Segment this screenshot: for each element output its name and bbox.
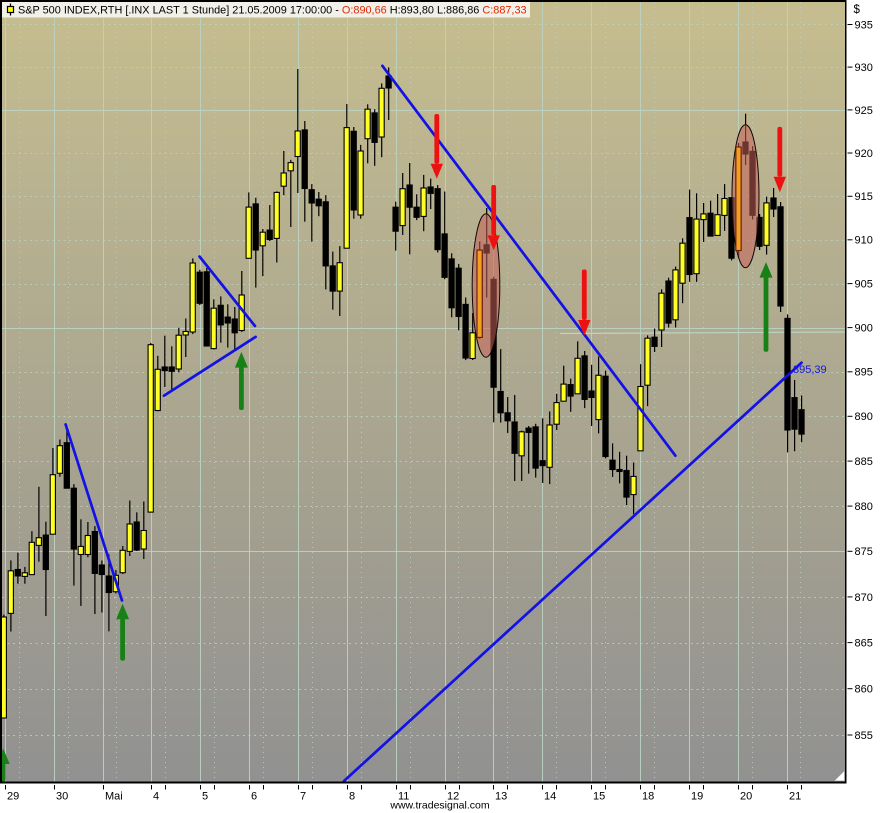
svg-text:12: 12: [447, 791, 459, 803]
svg-text:7: 7: [300, 791, 306, 803]
svg-text:880: 880: [855, 501, 873, 513]
svg-text:5: 5: [202, 791, 208, 803]
svg-text:15: 15: [593, 791, 605, 803]
svg-text:Mai: Mai: [105, 791, 123, 803]
svg-text:S&P 500 INDEX,RTH [.INX LAST 1: S&P 500 INDEX,RTH [.INX LAST 1 Stunde] 2…: [18, 5, 527, 17]
svg-text:935: 935: [855, 19, 873, 31]
svg-text:885: 885: [855, 456, 873, 468]
svg-text:21: 21: [789, 791, 801, 803]
svg-text:910: 910: [855, 235, 873, 247]
svg-text:900: 900: [855, 323, 873, 335]
svg-text:4: 4: [153, 791, 159, 803]
svg-text:18: 18: [642, 791, 654, 803]
svg-text:$: $: [854, 4, 861, 16]
svg-text:920: 920: [855, 148, 873, 160]
svg-text:925: 925: [855, 105, 873, 117]
svg-text:8: 8: [349, 791, 355, 803]
svg-text:875: 875: [855, 546, 873, 558]
svg-text:19: 19: [691, 791, 703, 803]
svg-text:29: 29: [7, 791, 19, 803]
svg-text:860: 860: [855, 684, 873, 696]
svg-text:13: 13: [495, 791, 507, 803]
svg-text:915: 915: [855, 191, 873, 203]
svg-text:855: 855: [855, 730, 873, 742]
svg-text:www.tradesignal.com: www.tradesignal.com: [389, 800, 489, 812]
svg-text:6: 6: [251, 791, 257, 803]
svg-text:890: 890: [855, 411, 873, 423]
svg-text:865: 865: [855, 638, 873, 650]
svg-text:11: 11: [398, 791, 409, 803]
svg-text:20: 20: [740, 791, 752, 803]
svg-text:14: 14: [544, 791, 556, 803]
svg-text:895,39: 895,39: [793, 364, 827, 376]
svg-text:30: 30: [56, 791, 68, 803]
svg-text:870: 870: [855, 592, 873, 604]
svg-text:895: 895: [855, 367, 873, 379]
svg-text:905: 905: [855, 279, 873, 291]
svg-text:930: 930: [855, 62, 873, 74]
